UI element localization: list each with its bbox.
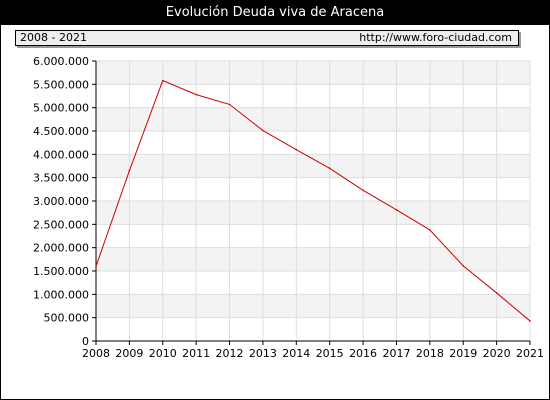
x-tick-label: 2009 [115,347,143,360]
x-tick-label: 2012 [216,347,244,360]
x-tick-label: 2008 [82,347,110,360]
grid-band [96,107,530,131]
chart-title: Evolución Deuda viva de Aracena [1,1,549,25]
data-point [128,169,131,172]
y-tick-label: 2.000.000 [33,242,89,255]
info-box: 2008 - 2021 http://www.foro-ciudad.com [15,30,519,46]
year-range-label: 2008 - 2021 [20,31,87,44]
y-tick-label: 500.000 [44,312,90,325]
data-point [295,148,298,151]
series-line [95,79,531,322]
x-tick-label: 2017 [382,347,410,360]
x-tick-label: 2015 [316,347,344,360]
grid-band [96,294,530,318]
data-point [495,292,498,294]
data-point [228,103,231,106]
x-tick-label: 2013 [249,347,277,360]
data-point [161,79,164,82]
data-point [462,265,465,267]
data-point [95,265,97,268]
y-tick-label: 6.000.000 [33,55,89,68]
x-tick-label: 2016 [349,347,377,360]
data-point [395,209,398,211]
x-tick-label: 2021 [516,347,544,360]
data-point [362,189,364,192]
data-point [328,167,331,170]
x-tick-label: 2010 [149,347,177,360]
grid-band [96,201,530,225]
y-tick-label: 5.500.000 [33,78,89,91]
y-tick-label: 5.000.000 [33,102,89,115]
grid-band [96,61,530,85]
data-point [262,129,264,132]
x-tick-label: 2019 [449,347,477,360]
x-tick-label: 2020 [483,347,511,360]
y-tick-label: 1.500.000 [33,265,89,278]
data-point [529,320,531,322]
y-tick-label: 4.000.000 [33,148,89,161]
x-tick-label: 2014 [282,347,310,360]
grid-band [96,247,530,271]
data-point [429,229,431,231]
source-url: http://www.foro-ciudad.com [359,31,512,44]
y-tick-label: 0 [82,335,89,348]
y-tick-label: 3.000.000 [33,195,89,208]
y-tick-label: 4.500.000 [33,125,89,138]
x-tick-label: 2018 [416,347,444,360]
y-tick-label: 1.000.000 [33,288,89,301]
y-tick-label: 2.500.000 [33,218,89,231]
grid-band [96,154,530,178]
data-point [195,93,197,96]
x-tick-label: 2011 [182,347,210,360]
y-tick-label: 3.500.000 [33,172,89,185]
